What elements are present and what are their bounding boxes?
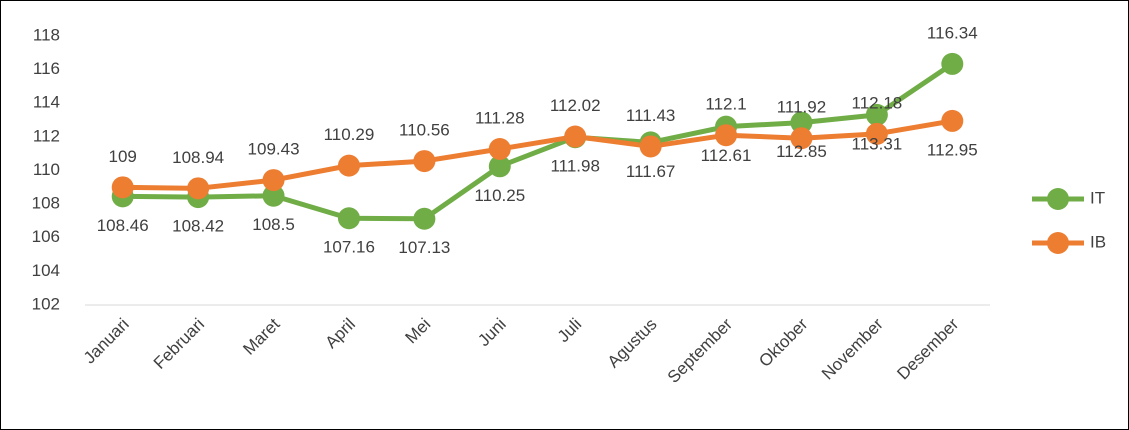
data-point	[337, 207, 360, 230]
legend-marker	[1047, 232, 1069, 254]
y-tick-label: 108	[32, 194, 60, 213]
data-label: 108.5	[252, 215, 295, 234]
y-tick-label: 112	[33, 126, 60, 145]
data-label: 111.92	[777, 98, 826, 117]
data-point	[941, 52, 964, 75]
data-label: 111.28	[475, 108, 524, 127]
data-point	[413, 150, 436, 173]
data-point	[488, 155, 511, 178]
data-point	[790, 111, 813, 134]
data-label: 111.67	[626, 162, 675, 181]
data-point	[564, 125, 587, 148]
y-tick-label: 114	[33, 93, 60, 112]
legend-marker	[1047, 188, 1069, 210]
data-point	[639, 135, 662, 158]
data-label: 112.1	[705, 95, 746, 114]
legend-label: IB	[1090, 232, 1106, 251]
legend-label: IT	[1090, 188, 1105, 207]
data-label: 108.46	[97, 216, 149, 235]
y-tick-label: 110	[33, 160, 60, 179]
y-tick-label: 106	[32, 227, 60, 246]
y-tick-label: 104	[32, 261, 60, 280]
data-point	[715, 124, 738, 147]
series-line	[122, 118, 953, 191]
data-point	[941, 109, 964, 132]
data-label: 111.98	[550, 157, 599, 176]
data-point	[865, 103, 888, 126]
data-label: 108.94	[172, 148, 224, 167]
data-label: 113.31	[852, 134, 903, 153]
data-label: 112.61	[701, 146, 752, 165]
data-label: 108.42	[172, 217, 224, 236]
data-point	[187, 177, 210, 200]
data-label: 110.29	[324, 125, 375, 144]
y-tick-label: 116	[33, 59, 60, 78]
data-label: 111.43	[626, 106, 675, 125]
data-label: 112.85	[776, 142, 827, 161]
data-label: 116.34	[927, 23, 978, 42]
data-point	[790, 127, 813, 150]
data-point	[337, 154, 360, 177]
data-label: 110.56	[399, 121, 450, 140]
data-label: 109	[109, 147, 137, 166]
data-point	[865, 122, 888, 145]
data-label: 109.43	[248, 140, 300, 159]
data-point	[413, 207, 436, 230]
data-label: 107.13	[398, 238, 450, 257]
series-line	[122, 61, 954, 222]
data-label: 112.02	[550, 96, 601, 115]
data-label: 107.16	[323, 238, 375, 257]
data-label: 112.18	[852, 93, 903, 112]
y-tick-label: 118	[33, 25, 60, 44]
data-point	[488, 137, 511, 160]
data-label: 112.95	[927, 140, 978, 159]
data-label: 110.25	[474, 186, 525, 205]
y-tick-label: 102	[32, 294, 60, 313]
data-point	[111, 176, 134, 199]
data-point	[262, 169, 285, 192]
data-point	[262, 184, 285, 207]
